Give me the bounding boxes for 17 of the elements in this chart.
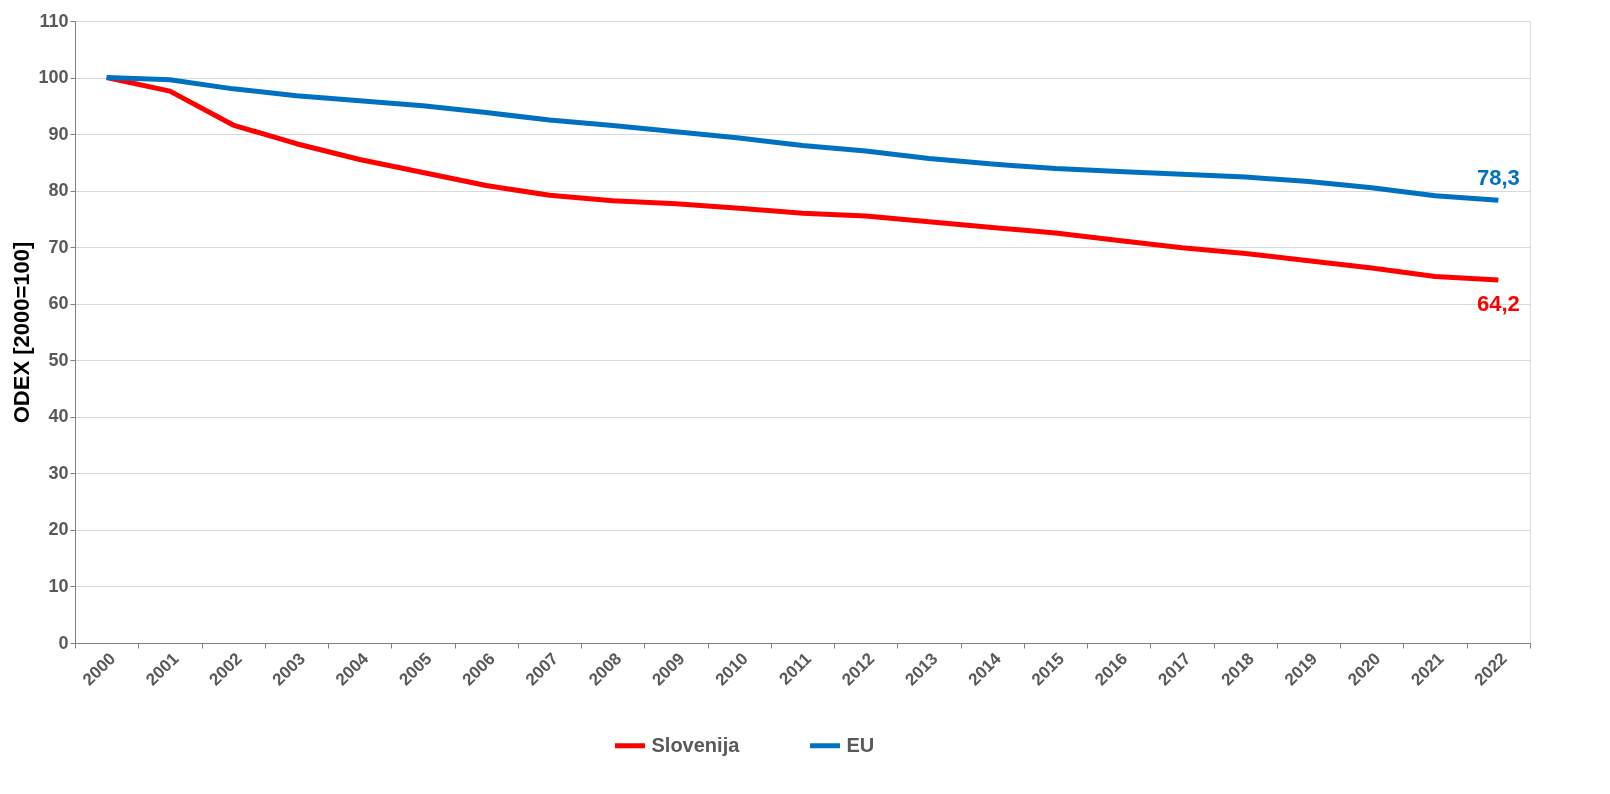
y-tick-label: 70 <box>48 236 69 257</box>
y-tick-label: 110 <box>39 10 69 31</box>
y-tick-label: 80 <box>48 180 69 201</box>
legend-label: Slovenija <box>651 733 741 756</box>
data-label: 78,3 <box>1476 165 1520 191</box>
y-tick-label: 20 <box>48 519 69 540</box>
y-tick-label: 30 <box>48 462 69 483</box>
data-label: 64,2 <box>1476 290 1520 316</box>
y-tick-label: 60 <box>48 293 69 314</box>
y-tick-label: 10 <box>48 575 69 596</box>
y-axis-title: ODEX [2000=100] <box>9 241 35 424</box>
y-tick-label: 90 <box>48 123 69 144</box>
y-tick-label: 50 <box>48 349 69 370</box>
y-tick-label: 100 <box>38 67 69 88</box>
legend-label: EU <box>846 733 875 756</box>
y-tick-label: 40 <box>48 406 69 427</box>
y-tick-label: 0 <box>58 632 69 653</box>
